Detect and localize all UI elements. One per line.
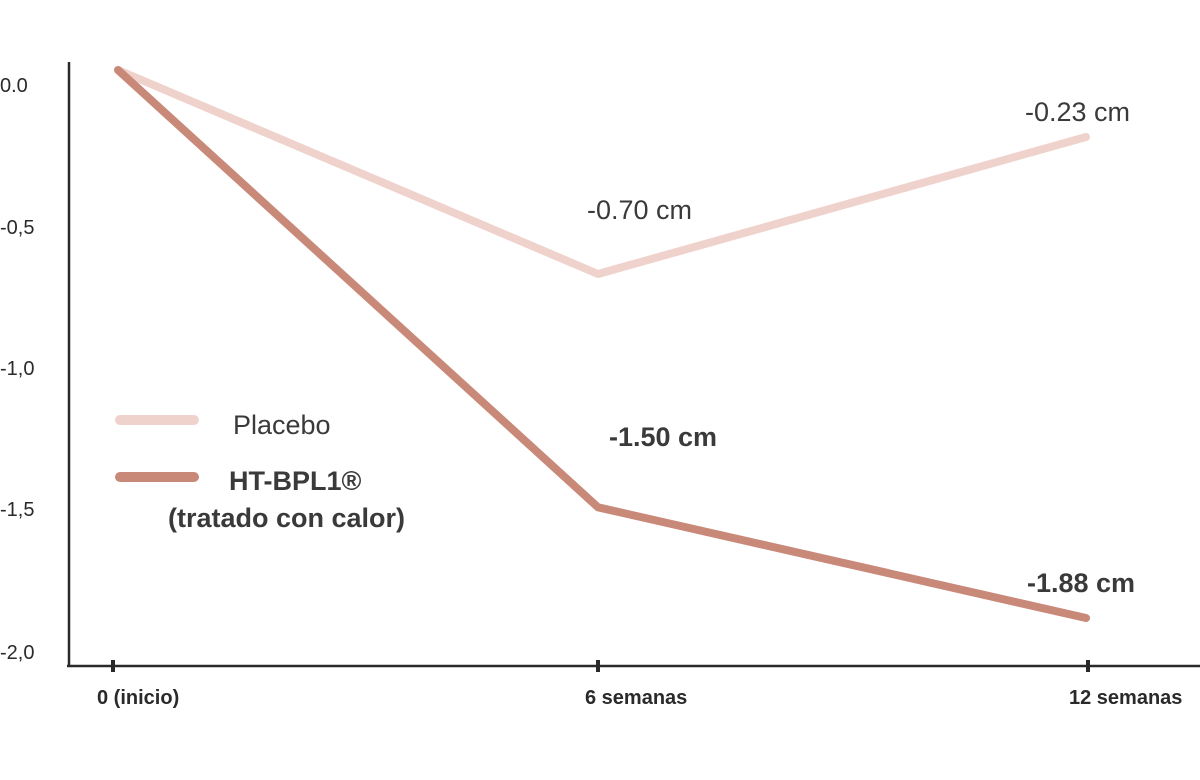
legend-label-ht-bpl1-subtitle: (tratado con calor) — [168, 503, 405, 533]
legend: Placebo HT-BPL1® (tratado con calor) — [115, 410, 405, 533]
x-tick-label: 6 semanas — [585, 687, 687, 709]
legend-label-placebo: Placebo — [233, 410, 331, 440]
data-label: -0.70 cm — [587, 195, 692, 225]
data-label: -0.23 cm — [1025, 97, 1130, 127]
y-tick-label: 0.0 — [0, 75, 28, 97]
y-tick-label: -1,5 — [0, 499, 34, 521]
legend-label-ht-bpl1: HT-BPL1® — [229, 466, 362, 496]
series-line-placebo — [114, 66, 1090, 278]
y-tick-label: -2,0 — [0, 642, 34, 664]
x-tick-label: 12 semanas — [1069, 687, 1182, 709]
x-tick-label: 0 (inicio) — [97, 687, 179, 709]
data-label: -1.88 cm — [1027, 568, 1135, 598]
data-label: -1.50 cm — [609, 422, 717, 452]
y-tick-label: -1,0 — [0, 358, 34, 380]
series-line-ht-bpl1 — [114, 66, 1090, 622]
y-tick-label: -0,5 — [0, 217, 34, 239]
